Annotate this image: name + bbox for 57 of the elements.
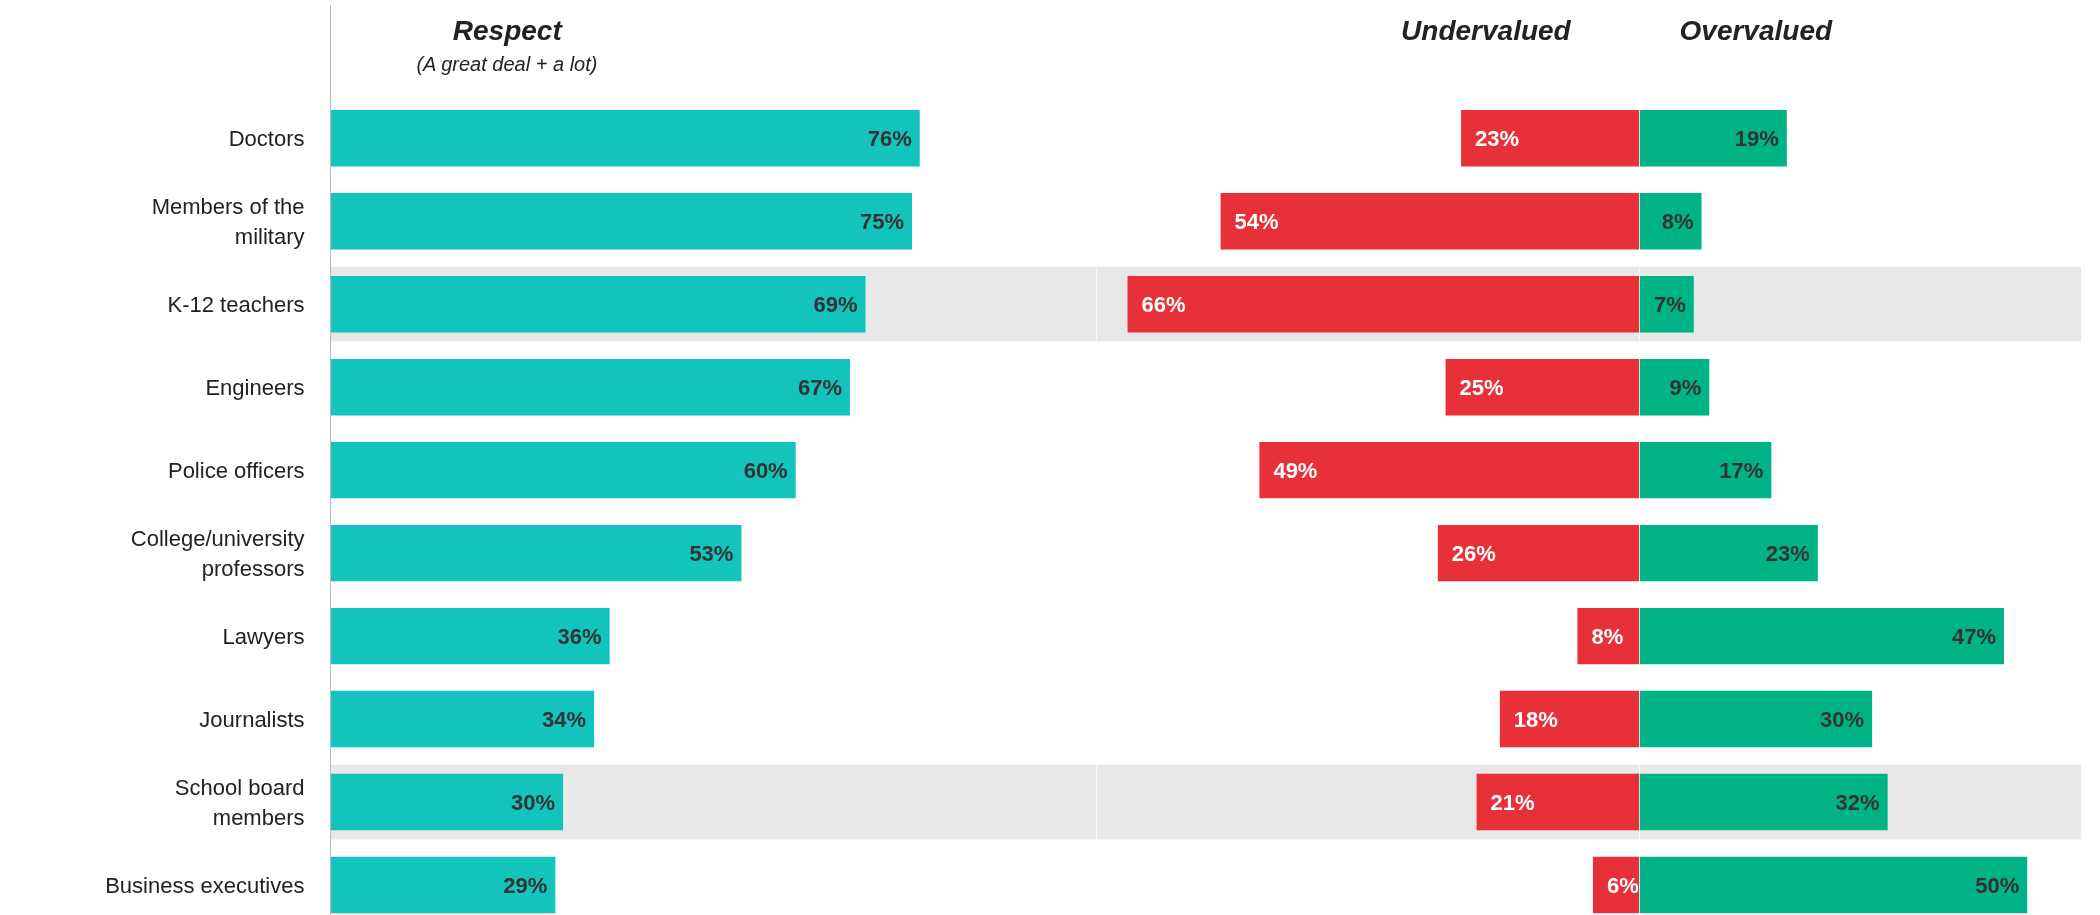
bar [330,524,742,582]
data-label: 8% [1591,623,1624,649]
data-label: 18% [1513,706,1558,732]
data-label: 60% [743,457,788,483]
bar [330,193,912,250]
y-tick-label: Journalists [199,706,305,732]
bar [330,856,556,914]
bar [1577,607,1639,665]
bar [330,110,920,167]
y-tick-label: Doctors [228,125,305,151]
bar [330,690,595,748]
y-tick-label: School board members [174,774,305,830]
data-label: 30% [511,789,556,815]
y-tick-label: College/university professors [130,525,305,581]
y-tick-label: K-12 teachers [167,291,305,317]
y-tick-label: Lawyers [222,623,305,649]
data-label: 8% [1661,208,1694,234]
chart-title: Undervalued [1401,14,1572,46]
data-label: 36% [557,623,602,649]
data-label: 75% [859,208,904,234]
y-tick-label: Police officers [167,457,305,483]
data-label: 54% [1234,208,1279,234]
bar [1639,275,1694,333]
data-label: 30% [1820,706,1865,732]
data-label: 19% [1734,125,1779,151]
y-tick-label: Members of the military [151,193,305,249]
data-label: 26% [1451,540,1496,566]
bar [330,358,850,416]
y-tick-label: Business executives [105,872,305,898]
data-label: 49% [1273,457,1318,483]
chart-title: Overvalued [1679,14,1833,46]
data-label: 29% [503,872,548,898]
data-label: 53% [689,540,734,566]
bar [330,773,564,831]
y-tick-label: Engineers [205,374,305,400]
data-label: 6% [1606,872,1639,898]
bar [330,607,610,665]
data-label: 47% [1951,623,1996,649]
data-label: 7% [1653,291,1686,317]
data-label: 25% [1459,374,1504,400]
data-label: 9% [1669,374,1702,400]
data-label: 76% [867,125,912,151]
bar [330,441,796,499]
bar [330,275,866,333]
data-label: 23% [1475,125,1520,151]
chart-subtitle: (A great deal + a lot) [416,52,598,75]
data-label: 32% [1835,789,1880,815]
data-label: 34% [542,706,587,732]
data-label: 23% [1765,540,1810,566]
data-label: 17% [1719,457,1764,483]
data-label: 66% [1141,291,1186,317]
data-label: 67% [797,374,842,400]
bar [1639,193,1702,250]
chart-title: Respect [452,14,564,46]
data-label: 21% [1490,789,1535,815]
data-label: 69% [813,291,858,317]
data-label: 50% [1975,872,2020,898]
